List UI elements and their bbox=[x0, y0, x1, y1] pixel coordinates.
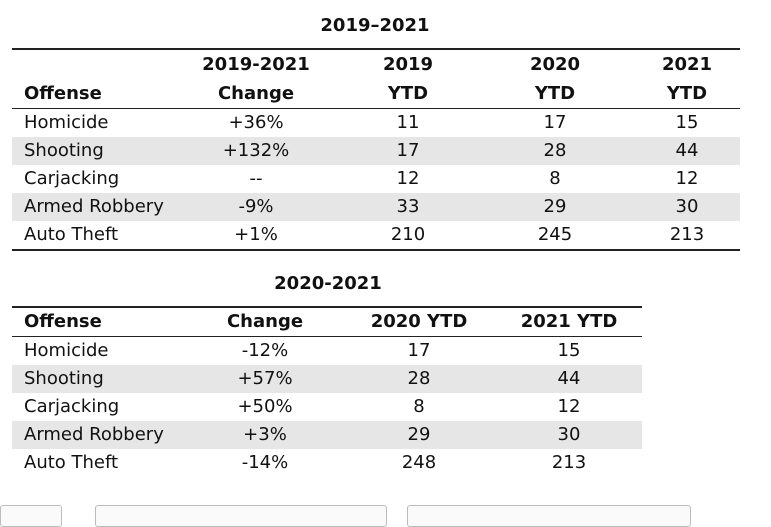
table-row: Shooting +57% 28 44 bbox=[12, 365, 642, 393]
table-cell: 30 bbox=[496, 421, 642, 449]
header-cell: YTD bbox=[340, 80, 476, 109]
table-2020-2021: Offense Change 2020 YTD 2021 YTD Homicid… bbox=[12, 306, 642, 477]
table-2019-2021: 2019-2021 2019 2020 2021 Offense Change … bbox=[12, 48, 740, 251]
table-cell: 17 bbox=[340, 137, 476, 165]
table-cell: 30 bbox=[634, 193, 740, 221]
table1-title: 2019–2021 bbox=[320, 15, 430, 36]
table-row: Armed Robbery +3% 29 30 bbox=[12, 421, 642, 449]
header-row: Offense Change 2020 YTD 2021 YTD bbox=[12, 306, 642, 337]
table-cell: 15 bbox=[557, 340, 581, 361]
table-cell: Carjacking bbox=[24, 396, 120, 417]
header-row-1: 2019-2021 2019 2020 2021 bbox=[12, 49, 740, 80]
table-row: Homicide -12% 17 15 bbox=[12, 337, 642, 366]
table-cell: 8 bbox=[549, 168, 561, 189]
table-cell: +36% bbox=[228, 112, 284, 133]
bottom-panel-stub bbox=[0, 505, 62, 527]
table-row: Shooting +132% 17 28 44 bbox=[12, 137, 740, 165]
header-cell: Change bbox=[172, 80, 340, 109]
header-cell bbox=[12, 49, 172, 80]
header-cell: 2020 YTD bbox=[342, 306, 496, 337]
table-cell: 33 bbox=[340, 193, 476, 221]
table-cell: 213 bbox=[634, 221, 740, 251]
bottom-panel-stub bbox=[95, 505, 387, 527]
table-row: Carjacking +50% 8 12 bbox=[12, 393, 642, 421]
table-cell: Auto Theft bbox=[24, 452, 119, 473]
table-cell: 29 bbox=[342, 421, 496, 449]
table-cell: +1% bbox=[172, 221, 340, 251]
header-cell: 2019-2021 bbox=[202, 54, 310, 75]
header-cell: Change bbox=[188, 306, 342, 337]
table-cell: Armed Robbery bbox=[12, 193, 172, 221]
table-cell: 28 bbox=[342, 365, 496, 393]
header-cell: 2019 bbox=[382, 54, 434, 75]
table-cell: 12 bbox=[396, 168, 420, 189]
table-cell: Carjacking bbox=[24, 168, 120, 189]
table-cell: +3% bbox=[188, 421, 342, 449]
table-cell: 12 bbox=[557, 396, 581, 417]
table-cell: 29 bbox=[476, 193, 634, 221]
header-row-2: Offense Change YTD YTD YTD bbox=[12, 80, 740, 109]
table-cell: -14% bbox=[241, 452, 289, 473]
table-cell: +57% bbox=[188, 365, 342, 393]
header-cell: 2021 bbox=[661, 54, 713, 75]
table-cell: 213 bbox=[551, 452, 587, 473]
table-cell: +50% bbox=[237, 396, 293, 417]
header-cell: YTD bbox=[634, 80, 740, 109]
table-cell: 17 bbox=[543, 112, 567, 133]
table-row: Auto Theft -14% 248 213 bbox=[12, 449, 642, 477]
table-cell: 44 bbox=[634, 137, 740, 165]
table-cell: 15 bbox=[675, 112, 699, 133]
table-cell: 248 bbox=[401, 452, 437, 473]
table-cell: 11 bbox=[396, 112, 420, 133]
header-cell: 2020 bbox=[529, 54, 581, 75]
table-row: Armed Robbery -9% 33 29 30 bbox=[12, 193, 740, 221]
header-cell: 2021 YTD bbox=[496, 306, 642, 337]
table-cell: 44 bbox=[496, 365, 642, 393]
table-cell: Shooting bbox=[12, 137, 172, 165]
table-cell: Auto Theft bbox=[12, 221, 172, 251]
table-cell: -- bbox=[249, 168, 263, 189]
table-cell: 17 bbox=[407, 340, 431, 361]
table-row: Homicide +36% 11 17 15 bbox=[12, 109, 740, 138]
header-cell: YTD bbox=[476, 80, 634, 109]
table-cell: +132% bbox=[172, 137, 340, 165]
table-cell: -9% bbox=[172, 193, 340, 221]
table-cell: 12 bbox=[675, 168, 699, 189]
table-cell: Armed Robbery bbox=[12, 421, 188, 449]
table-cell: 28 bbox=[476, 137, 634, 165]
bottom-panel-stub bbox=[407, 505, 691, 527]
table-cell: Homicide bbox=[24, 112, 109, 133]
table-cell: Homicide bbox=[24, 340, 109, 361]
header-cell: Offense bbox=[12, 306, 188, 337]
table-cell: 210 bbox=[340, 221, 476, 251]
table-cell: Shooting bbox=[12, 365, 188, 393]
table-row: Auto Theft +1% 210 245 213 bbox=[12, 221, 740, 251]
table-row: Carjacking -- 12 8 12 bbox=[12, 165, 740, 193]
header-cell: Offense bbox=[12, 80, 172, 109]
table-cell: -12% bbox=[241, 340, 289, 361]
table2-title: 2020-2021 bbox=[274, 273, 382, 294]
table-cell: 8 bbox=[413, 396, 425, 417]
table-cell: 245 bbox=[476, 221, 634, 251]
